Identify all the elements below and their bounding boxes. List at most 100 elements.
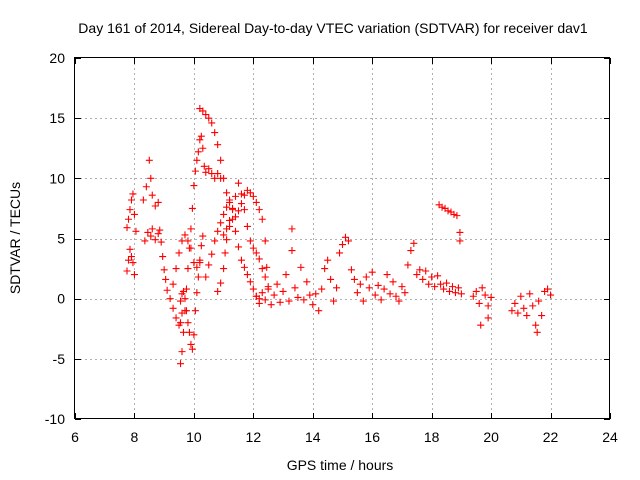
data-point	[194, 148, 202, 156]
data-point	[199, 107, 207, 115]
data-point	[220, 174, 228, 182]
data-point	[318, 285, 326, 293]
data-point	[145, 156, 153, 164]
series-arc-e	[177, 232, 207, 353]
data-point	[208, 170, 216, 178]
data-point	[211, 237, 219, 245]
x-tick-label: 6	[71, 429, 79, 445]
data-point	[428, 273, 436, 281]
data-points	[123, 105, 555, 368]
data-point	[190, 182, 198, 190]
data-point	[190, 331, 198, 339]
data-point	[154, 230, 162, 238]
data-point	[166, 295, 174, 303]
data-point	[477, 321, 485, 329]
series-noise-12-16	[252, 225, 376, 315]
data-point	[456, 237, 464, 245]
data-point	[297, 263, 305, 271]
data-point	[191, 167, 199, 175]
data-point	[276, 298, 284, 306]
y-tick-label: 15	[49, 110, 65, 126]
data-point	[341, 233, 349, 241]
data-point	[125, 215, 132, 223]
data-point	[288, 225, 296, 233]
data-point	[401, 289, 409, 297]
data-point	[177, 360, 185, 368]
data-point	[132, 227, 140, 235]
data-point	[437, 280, 445, 288]
data-point	[508, 307, 516, 315]
data-point	[392, 292, 400, 300]
y-tick-label: -10	[45, 411, 65, 427]
y-tick-label: -5	[53, 351, 66, 367]
data-point	[416, 266, 424, 274]
data-point	[175, 249, 183, 257]
y-tick-label: 10	[49, 170, 65, 186]
axis-ticks: 6 8 10 12 14 16 18 20 22 24 -10 -5 0 5 10 15 20	[45, 50, 618, 445]
data-point	[199, 232, 207, 240]
data-point	[129, 259, 137, 267]
data-point	[205, 114, 213, 122]
data-point	[252, 198, 260, 206]
data-point	[454, 284, 462, 292]
data-point	[383, 271, 391, 279]
data-point	[178, 237, 186, 245]
data-point	[200, 162, 208, 170]
data-point	[440, 285, 448, 293]
series-arc-g	[169, 231, 204, 288]
data-point	[457, 290, 465, 298]
data-point	[187, 225, 195, 233]
data-point	[125, 256, 132, 264]
data-point	[291, 284, 299, 292]
data-point	[487, 293, 495, 301]
data-point	[478, 284, 486, 292]
data-point	[249, 192, 257, 200]
data-point	[321, 265, 329, 273]
data-point	[371, 291, 379, 299]
series-arc-k	[220, 179, 272, 291]
data-point	[211, 129, 219, 137]
data-point	[434, 272, 442, 280]
data-point	[199, 144, 207, 152]
data-point	[126, 245, 134, 253]
data-point	[205, 261, 213, 269]
data-point	[181, 295, 189, 303]
data-point	[336, 249, 344, 257]
data-point	[538, 312, 546, 320]
data-point	[211, 174, 219, 182]
data-point	[359, 297, 367, 305]
data-point	[255, 255, 263, 263]
data-point	[448, 283, 456, 291]
data-point	[126, 206, 134, 214]
data-point	[147, 174, 155, 182]
x-tick-label: 10	[186, 429, 202, 445]
data-point	[237, 200, 245, 208]
data-point	[362, 273, 370, 281]
data-point	[255, 206, 263, 214]
data-point	[347, 266, 355, 274]
data-point	[142, 183, 150, 191]
data-point	[469, 292, 477, 300]
series-arc-c	[139, 156, 162, 210]
data-point	[179, 328, 187, 336]
data-point	[279, 287, 287, 295]
data-point	[220, 210, 228, 218]
data-point	[187, 244, 195, 252]
data-point	[456, 228, 464, 236]
data-point	[294, 293, 302, 301]
data-point	[365, 284, 373, 292]
data-point	[240, 263, 248, 271]
data-point	[243, 222, 251, 230]
data-point	[217, 156, 225, 164]
data-point	[438, 203, 446, 211]
series-arc-f	[177, 132, 225, 368]
data-point	[208, 250, 216, 258]
data-point	[425, 280, 433, 288]
data-point	[246, 237, 254, 245]
data-point	[188, 345, 196, 353]
data-point	[261, 237, 269, 245]
chart-title: Day 161 of 2014, Sidereal Day-to-day VTE…	[78, 20, 588, 36]
data-point	[130, 210, 138, 218]
data-point	[410, 239, 418, 247]
x-tick-label: 22	[543, 429, 559, 445]
